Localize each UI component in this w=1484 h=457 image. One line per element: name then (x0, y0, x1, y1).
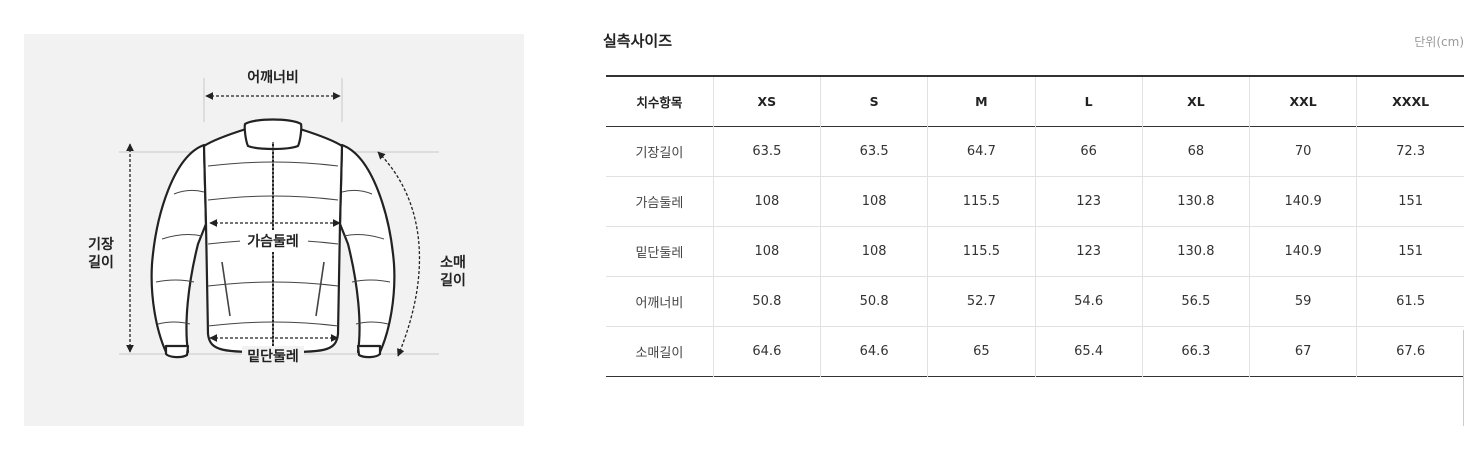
table-cell: 67.6 (1396, 343, 1426, 359)
size-table-wrapper: 치수항목 XS S M L XL XXL XXXL 기장길이 63.5 63.5… (606, 75, 1464, 377)
table-cell: 108 (713, 176, 822, 226)
table-cell: 130.8 (1142, 226, 1251, 276)
table-cell: 65 (927, 326, 1036, 376)
section-title: 실측사이즈 (603, 32, 673, 50)
table-cell: 63.5 (713, 126, 822, 176)
table-cell: 65.4 (1035, 326, 1143, 376)
table-cell: 66.3 (1142, 326, 1251, 376)
jacket-diagram-panel: 어깨너비 가슴둘레 밑단둘레 기장 길이 소매 길이 (24, 34, 524, 426)
table-cell: 52.7 (927, 276, 1036, 326)
table-header-row: 치수항목 XS S M L XL XXL XXXL (606, 76, 1464, 126)
table-cell: 61.5 (1396, 293, 1426, 309)
length-label-line1: 기장 (88, 236, 114, 253)
table-cell: 115.5 (927, 176, 1036, 226)
table-cell: 64.7 (927, 126, 1036, 176)
table-cell: 54.6 (1035, 276, 1143, 326)
table-cell: 108 (820, 226, 929, 276)
table-cell: 63.5 (820, 126, 929, 176)
sleeve-length-label-line2: 길이 (440, 272, 466, 289)
table-cell: 70 (1249, 126, 1358, 176)
row-label: 소매길이 (606, 326, 714, 376)
size-table: 치수항목 XS S M L XL XXL XXXL 기장길이 63.5 63.5… (606, 75, 1464, 377)
header-cell: L (1035, 76, 1143, 126)
jacket-outline (150, 118, 396, 359)
shoulder-width-label: 어깨너비 (247, 69, 299, 86)
header-cell: 치수항목 (606, 76, 714, 126)
header-cell: S (820, 76, 929, 126)
table-row: 기장길이 63.5 63.5 64.7 66 68 70 72.3 (606, 126, 1464, 176)
jacket-diagram: 어깨너비 가슴둘레 밑단둘레 기장 길이 소매 길이 (88, 69, 466, 366)
table-row: 어깨너비 50.8 50.8 52.7 54.6 56.5 59 61.5 (606, 276, 1464, 326)
table-cell: 64.6 (820, 326, 929, 376)
table-cell: 151 (1398, 193, 1424, 209)
chest-circumference-label: 가슴둘레 (247, 234, 299, 250)
row-label: 어깨너비 (606, 276, 714, 326)
header-cell: XXXL (1392, 93, 1430, 109)
table-cell: 66 (1035, 126, 1143, 176)
length-label-line2: 길이 (88, 254, 114, 271)
sleeve-length-label-line1: 소매 (440, 255, 466, 271)
table-cell: 64.6 (713, 326, 822, 376)
table-cell: 151 (1398, 243, 1424, 259)
table-cell: 50.8 (713, 276, 822, 326)
table-cell: 140.9 (1249, 176, 1358, 226)
header-cell: XXL (1249, 76, 1358, 126)
header-cell: XL (1142, 76, 1251, 126)
table-cell: 67 (1249, 326, 1358, 376)
table-cell: 115.5 (927, 226, 1036, 276)
table-row: 가슴둘레 108 108 115.5 123 130.8 140.9 151 (606, 176, 1464, 226)
header-cell: XS (713, 76, 822, 126)
header-cell: M (927, 76, 1036, 126)
table-cell: 56.5 (1142, 276, 1251, 326)
table-cell: 50.8 (820, 276, 929, 326)
table-cell: 140.9 (1249, 226, 1358, 276)
table-cell: 123 (1035, 226, 1143, 276)
table-row: 소매길이 64.6 64.6 65 65.4 66.3 67 67.6 (606, 326, 1464, 376)
row-label: 밑단둘레 (606, 226, 714, 276)
table-cell: 123 (1035, 176, 1143, 226)
table-cell: 68 (1142, 126, 1251, 176)
table-cell: 108 (713, 226, 822, 276)
table-cell: 72.3 (1396, 143, 1426, 159)
table-cell: 59 (1249, 276, 1358, 326)
table-row: 밑단둘레 108 108 115.5 123 130.8 140.9 151 (606, 226, 1464, 276)
hem-circumference-label: 밑단둘레 (247, 348, 299, 365)
row-label: 가슴둘레 (606, 176, 714, 226)
measurement-arrows (126, 92, 421, 357)
panel-edge-divider (1463, 330, 1464, 426)
unit-label: 단위(cm) (1414, 35, 1464, 49)
table-cell: 130.8 (1142, 176, 1251, 226)
row-label: 기장길이 (606, 126, 714, 176)
table-cell: 108 (820, 176, 929, 226)
